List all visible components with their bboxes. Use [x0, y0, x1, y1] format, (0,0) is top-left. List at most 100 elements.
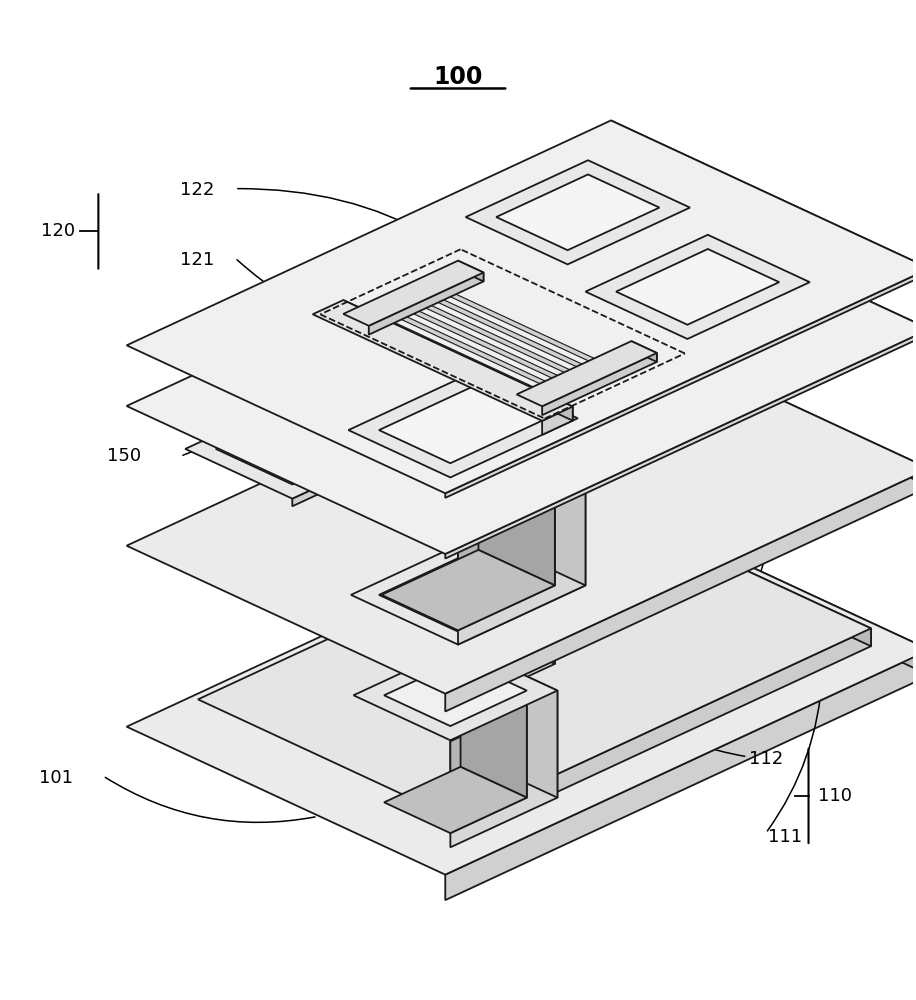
- Polygon shape: [631, 341, 657, 362]
- Polygon shape: [351, 439, 585, 548]
- Polygon shape: [369, 272, 484, 335]
- Text: 150: 150: [107, 447, 142, 465]
- Polygon shape: [616, 371, 621, 375]
- Polygon shape: [445, 268, 916, 498]
- Polygon shape: [312, 390, 420, 447]
- Polygon shape: [448, 408, 605, 481]
- Polygon shape: [611, 321, 916, 487]
- Polygon shape: [396, 303, 584, 391]
- Polygon shape: [383, 308, 572, 396]
- Polygon shape: [408, 297, 596, 385]
- Polygon shape: [465, 160, 690, 264]
- Polygon shape: [399, 540, 527, 599]
- Polygon shape: [478, 439, 585, 585]
- Polygon shape: [126, 120, 916, 493]
- Polygon shape: [517, 341, 657, 406]
- Polygon shape: [344, 300, 572, 421]
- Polygon shape: [451, 691, 558, 847]
- Polygon shape: [458, 585, 585, 652]
- Polygon shape: [611, 181, 916, 334]
- Polygon shape: [588, 160, 690, 214]
- Polygon shape: [371, 527, 555, 612]
- Polygon shape: [382, 453, 555, 534]
- Polygon shape: [517, 435, 644, 502]
- Polygon shape: [568, 208, 690, 271]
- Polygon shape: [585, 235, 810, 339]
- Polygon shape: [126, 321, 916, 694]
- Polygon shape: [542, 353, 657, 415]
- Text: 121: 121: [180, 251, 214, 269]
- Polygon shape: [463, 219, 692, 326]
- Polygon shape: [494, 233, 662, 312]
- Text: 112: 112: [749, 750, 783, 768]
- Polygon shape: [185, 390, 420, 499]
- Polygon shape: [384, 660, 527, 726]
- Polygon shape: [554, 399, 560, 403]
- Polygon shape: [537, 385, 644, 443]
- Polygon shape: [458, 504, 555, 630]
- Polygon shape: [348, 371, 578, 477]
- Polygon shape: [351, 536, 585, 645]
- Polygon shape: [458, 489, 585, 645]
- Polygon shape: [399, 637, 527, 696]
- Polygon shape: [354, 646, 558, 740]
- Polygon shape: [344, 261, 484, 326]
- Polygon shape: [687, 282, 810, 345]
- Polygon shape: [458, 581, 527, 696]
- Polygon shape: [382, 550, 555, 630]
- Text: 110: 110: [818, 787, 852, 805]
- Polygon shape: [542, 407, 572, 435]
- Text: 120: 120: [41, 222, 76, 240]
- Polygon shape: [461, 675, 527, 798]
- Polygon shape: [445, 469, 916, 711]
- Polygon shape: [451, 418, 578, 484]
- Polygon shape: [126, 181, 916, 554]
- Polygon shape: [604, 377, 609, 381]
- Polygon shape: [312, 300, 572, 421]
- Polygon shape: [478, 536, 585, 593]
- Polygon shape: [458, 628, 871, 838]
- Polygon shape: [591, 219, 692, 274]
- Polygon shape: [438, 398, 616, 481]
- Polygon shape: [384, 767, 527, 833]
- Text: 100: 100: [433, 65, 483, 89]
- Polygon shape: [611, 120, 916, 273]
- Polygon shape: [420, 298, 634, 397]
- Polygon shape: [198, 508, 871, 820]
- Polygon shape: [468, 527, 555, 664]
- Polygon shape: [126, 502, 916, 875]
- Polygon shape: [565, 267, 692, 333]
- Polygon shape: [358, 320, 548, 408]
- Polygon shape: [461, 646, 558, 798]
- Polygon shape: [579, 388, 584, 392]
- Polygon shape: [567, 394, 572, 398]
- Polygon shape: [432, 286, 621, 373]
- Polygon shape: [542, 405, 548, 409]
- Polygon shape: [708, 235, 810, 289]
- Polygon shape: [611, 508, 871, 646]
- Text: 140: 140: [754, 591, 788, 609]
- Polygon shape: [451, 706, 527, 833]
- Polygon shape: [458, 261, 484, 281]
- Polygon shape: [475, 371, 578, 425]
- Polygon shape: [379, 385, 547, 463]
- Polygon shape: [458, 567, 555, 709]
- Polygon shape: [371, 314, 560, 402]
- Polygon shape: [445, 650, 916, 900]
- Polygon shape: [292, 439, 420, 506]
- Polygon shape: [379, 549, 558, 632]
- Polygon shape: [537, 325, 605, 440]
- Polygon shape: [611, 502, 916, 675]
- Polygon shape: [478, 468, 555, 585]
- Polygon shape: [468, 554, 527, 664]
- Text: 122: 122: [180, 181, 214, 199]
- Polygon shape: [616, 249, 780, 325]
- Polygon shape: [496, 174, 660, 250]
- Text: 101: 101: [39, 769, 73, 787]
- Polygon shape: [445, 329, 916, 559]
- Polygon shape: [216, 404, 389, 484]
- Polygon shape: [420, 291, 609, 379]
- Polygon shape: [448, 311, 605, 384]
- Polygon shape: [517, 343, 634, 494]
- Polygon shape: [409, 385, 644, 494]
